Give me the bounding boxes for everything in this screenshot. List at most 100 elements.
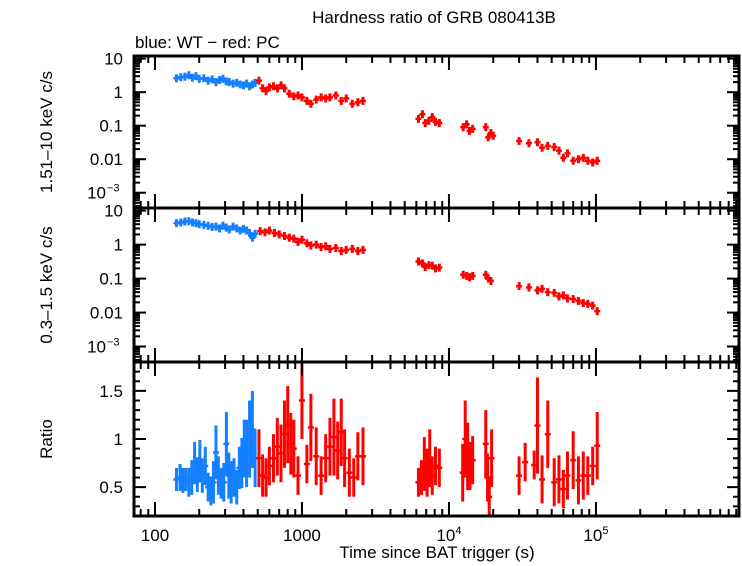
data-point	[350, 458, 357, 497]
data-point	[359, 96, 366, 105]
data-point	[270, 82, 277, 91]
data-point	[307, 99, 314, 108]
data-point	[594, 412, 601, 480]
data-point	[332, 91, 339, 100]
data-point	[575, 155, 582, 164]
data-point	[255, 76, 262, 85]
data-point	[255, 429, 262, 488]
data-point	[290, 234, 297, 243]
series-wt	[173, 71, 259, 91]
data-point	[334, 421, 341, 480]
data-point	[422, 119, 429, 128]
data-point	[322, 242, 329, 251]
data-point	[252, 229, 259, 238]
data-point	[516, 456, 523, 495]
data-point	[276, 230, 283, 239]
data-point	[281, 231, 288, 240]
series-pc	[255, 362, 601, 516]
data-point	[469, 124, 476, 133]
data-point	[560, 291, 567, 300]
data-point	[205, 221, 212, 230]
y-axis-label-hard: 1.51–10 keV c/s	[37, 71, 56, 193]
data-point	[490, 131, 497, 140]
data-point	[594, 156, 601, 165]
data-point	[313, 427, 320, 486]
data-point	[580, 153, 587, 162]
data-point	[326, 93, 333, 102]
data-point	[202, 446, 209, 486]
data-point	[298, 93, 305, 102]
data-point	[266, 446, 273, 486]
data-point	[332, 243, 339, 252]
series-pc	[257, 226, 601, 316]
y-tick-label: 0.1	[99, 117, 123, 136]
y-tick-label: 1	[114, 236, 123, 255]
data-point	[281, 84, 288, 93]
data-point	[436, 119, 443, 128]
data-point	[185, 217, 192, 226]
data-point	[551, 458, 558, 507]
data-point	[575, 456, 582, 505]
data-point	[551, 143, 558, 152]
data-point	[181, 72, 188, 81]
series-wt	[173, 390, 259, 506]
data-point	[210, 461, 217, 504]
data-point	[330, 398, 337, 476]
y-tick-exponent: −3	[107, 337, 120, 349]
data-point	[303, 239, 310, 248]
data-point	[560, 469, 567, 509]
chart-title: Hardness ratio of GRB 080413B	[312, 8, 556, 27]
data-point	[343, 245, 350, 254]
data-point	[487, 277, 494, 286]
data-point	[564, 451, 571, 500]
data-point	[274, 417, 281, 476]
data-point	[303, 444, 310, 484]
data-point	[422, 262, 429, 271]
data-point	[544, 400, 551, 468]
data-point	[534, 377, 541, 474]
data-point	[212, 222, 219, 231]
series-wt	[173, 217, 259, 242]
data-point	[415, 114, 422, 123]
data-point	[539, 143, 546, 152]
data-point	[555, 455, 562, 504]
data-point	[354, 98, 361, 107]
data-point	[551, 288, 558, 297]
chart-subtitle: blue: WT − red: PC	[135, 33, 280, 52]
y-tick-label: 0.1	[99, 270, 123, 289]
data-point	[341, 429, 348, 488]
data-point	[432, 446, 439, 486]
y-tick-label: 1	[114, 430, 123, 449]
data-point	[419, 110, 426, 119]
data-point	[589, 301, 596, 310]
data-point	[226, 225, 233, 234]
data-point	[429, 113, 436, 122]
data-point	[525, 139, 532, 148]
data-point	[564, 149, 571, 158]
y-tick-label: 0.5	[99, 478, 123, 497]
data-point	[482, 123, 489, 132]
y-tick-exponent: −3	[107, 183, 120, 195]
data-point	[346, 448, 353, 497]
data-point	[326, 417, 333, 476]
data-point	[539, 284, 546, 293]
data-point	[252, 78, 259, 87]
data-point	[516, 282, 523, 291]
data-point	[230, 222, 237, 231]
data-point	[544, 288, 551, 297]
data-point	[307, 241, 314, 250]
data-point	[298, 235, 305, 244]
series-pc	[255, 76, 601, 167]
data-point	[286, 89, 293, 98]
data-point	[274, 84, 281, 93]
data-point	[436, 448, 443, 488]
data-point	[349, 99, 356, 108]
y-tick-label: 10	[87, 184, 106, 203]
data-point	[307, 393, 314, 462]
data-point	[485, 133, 492, 142]
x-tick-label: 100	[141, 526, 169, 545]
data-point	[246, 229, 253, 238]
data-point	[200, 74, 207, 83]
data-point	[555, 146, 562, 155]
